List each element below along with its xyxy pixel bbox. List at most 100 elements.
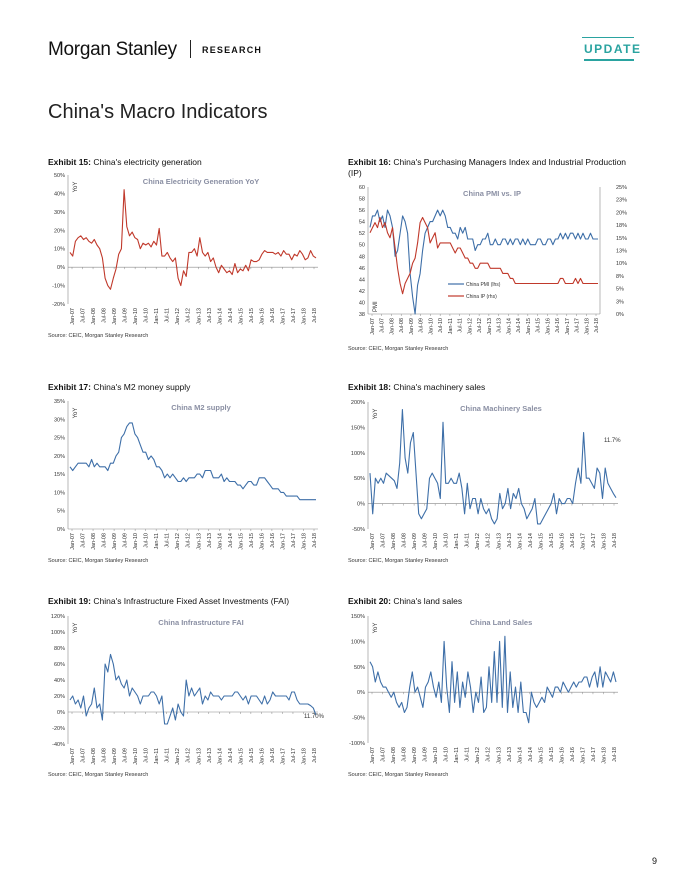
x-tick-label: Jul-16 bbox=[270, 748, 276, 763]
y-tick-label: 0% bbox=[57, 265, 65, 271]
y-axis-label: YoY bbox=[373, 409, 379, 420]
x-tick-label: Jul-11 bbox=[165, 533, 171, 548]
x-tick-label: Jan-15 bbox=[526, 318, 532, 335]
x-tick-label: Jan-09 bbox=[112, 533, 118, 550]
exhibit-source: Source: CEIC, Morgan Stanley Research bbox=[48, 333, 149, 339]
exhibit-title: Exhibit 20: China's land sales bbox=[348, 596, 463, 606]
x-tick-label: Jul-16 bbox=[570, 533, 576, 548]
chart-title: China Infrastructure FAI bbox=[158, 618, 243, 627]
y2-tick-label: 15% bbox=[616, 236, 627, 242]
x-tick-label: Jul-12 bbox=[186, 308, 192, 323]
x-tick-label: Jul-14 bbox=[228, 748, 234, 763]
exhibit-source: Source: CEIC, Morgan Stanley Research bbox=[348, 772, 449, 778]
y-tick-label: 48 bbox=[359, 254, 365, 260]
x-tick-label: Jan-18 bbox=[601, 747, 607, 764]
x-tick-label: Jul-10 bbox=[444, 747, 450, 762]
y-tick-label: 80% bbox=[54, 646, 65, 652]
update-badge-underline bbox=[584, 59, 634, 61]
x-tick-label: Jan-08 bbox=[391, 747, 397, 764]
y-tick-label: 20% bbox=[54, 454, 65, 460]
y-axis-label: YoY bbox=[73, 623, 79, 634]
x-tick-label: Jan-18 bbox=[301, 748, 307, 765]
x-tick-label: Jan-08 bbox=[91, 308, 97, 325]
y-tick-label: 100% bbox=[351, 451, 365, 457]
x-tick-label: Jan-16 bbox=[545, 318, 551, 335]
y-tick-label: -10% bbox=[52, 284, 65, 290]
x-tick-label: Jan-09 bbox=[412, 533, 418, 550]
series-line bbox=[369, 635, 617, 724]
x-tick-label: Jul-14 bbox=[528, 747, 534, 762]
x-tick-label: Jul-16 bbox=[555, 318, 561, 333]
chart-title: China Electricity Generation YoY bbox=[143, 177, 259, 186]
x-tick-label: Jan-17 bbox=[580, 533, 586, 550]
legend-label: China PMI (lhs) bbox=[466, 282, 501, 288]
x-tick-label: Jan-10 bbox=[428, 318, 434, 335]
x-tick-label: Jul-08 bbox=[102, 308, 108, 323]
x-tick-label: Jul-16 bbox=[570, 747, 576, 762]
x-tick-label: Jul-10 bbox=[438, 318, 444, 333]
brand-logo: Morgan Stanley bbox=[48, 39, 177, 60]
exhibit-source: Source: CEIC, Morgan Stanley Research bbox=[348, 558, 449, 564]
x-tick-label: Jan-18 bbox=[301, 533, 307, 550]
x-tick-label: Jul-08 bbox=[399, 318, 405, 333]
x-tick-label: Jan-15 bbox=[538, 533, 544, 550]
x-tick-label: Jul-07 bbox=[81, 748, 87, 763]
x-tick-label: Jul-11 bbox=[465, 533, 471, 548]
x-tick-label: Jan-14 bbox=[217, 748, 223, 765]
x-tick-label: Jan-15 bbox=[238, 748, 244, 765]
x-tick-label: Jan-09 bbox=[112, 308, 118, 325]
y-tick-label: -20% bbox=[52, 726, 65, 732]
x-tick-label: Jul-08 bbox=[402, 533, 408, 548]
exhibit-20: Exhibit 20: China's land sales bbox=[348, 596, 630, 607]
y2-tick-label: 13% bbox=[616, 249, 627, 255]
exhibit-15: Exhibit 15: China's electricity generati… bbox=[48, 157, 330, 168]
x-tick-label: Jan-14 bbox=[217, 308, 223, 325]
y-tick-label: 60 bbox=[359, 185, 365, 191]
x-tick-label: Jul-09 bbox=[423, 533, 429, 548]
x-tick-label: Jan-13 bbox=[196, 533, 202, 550]
x-tick-label: Jul-15 bbox=[549, 533, 555, 548]
x-tick-label: Jul-12 bbox=[477, 318, 483, 333]
x-tick-label: Jul-07 bbox=[81, 308, 87, 323]
x-tick-label: Jul-09 bbox=[123, 308, 129, 323]
x-tick-label: Jul-11 bbox=[165, 748, 171, 763]
exhibit-17: Exhibit 17: China's M2 money supply bbox=[48, 382, 330, 393]
exhibit-title: Exhibit 17: China's M2 money supply bbox=[48, 382, 191, 392]
x-tick-label: Jan-16 bbox=[559, 533, 565, 550]
x-tick-label: Jul-17 bbox=[291, 533, 297, 548]
annotation-label: 11.7% bbox=[604, 438, 621, 444]
x-tick-label: Jul-09 bbox=[123, 533, 129, 548]
x-tick-label: Jan-08 bbox=[391, 533, 397, 550]
y-tick-label: 30% bbox=[54, 210, 65, 216]
exhibit-source: Source: CEIC, Morgan Stanley Research bbox=[48, 772, 149, 778]
x-tick-label: Jan-16 bbox=[259, 308, 265, 325]
y-tick-label: 56 bbox=[359, 208, 365, 214]
exhibit-19: Exhibit 19: China's Infrastructure Fixed… bbox=[48, 596, 330, 607]
x-tick-label: Jan-10 bbox=[133, 533, 139, 550]
x-tick-label: Jan-17 bbox=[565, 318, 571, 335]
x-tick-label: Jan-11 bbox=[154, 308, 160, 324]
y-tick-label: 5% bbox=[57, 509, 65, 515]
chart-title: China Machinery Sales bbox=[460, 404, 542, 413]
y-tick-label: 150% bbox=[351, 614, 365, 620]
x-tick-label: Jul-08 bbox=[402, 747, 408, 762]
x-tick-label: Jan-09 bbox=[112, 748, 118, 765]
x-tick-label: Jan-14 bbox=[217, 533, 223, 550]
page-number: 9 bbox=[652, 856, 658, 866]
y2-tick-label: 18% bbox=[616, 223, 627, 229]
y-axis-label: YoY bbox=[373, 623, 379, 634]
series-line bbox=[69, 653, 317, 725]
y-tick-label: -100% bbox=[349, 741, 365, 747]
y-tick-label: 60% bbox=[54, 662, 65, 668]
x-tick-label: Jul-14 bbox=[528, 533, 534, 548]
y-tick-label: 100% bbox=[51, 630, 65, 636]
page-title: China's Macro Indicators bbox=[48, 101, 268, 123]
exhibit-source: Source: CEIC, Morgan Stanley Research bbox=[48, 558, 149, 564]
x-tick-label: Jul-12 bbox=[186, 533, 192, 548]
annotation-label: 11.70% bbox=[304, 714, 325, 720]
x-tick-label: Jan-18 bbox=[301, 308, 307, 325]
chart-title: China Land Sales bbox=[470, 618, 533, 627]
y2-tick-label: 0% bbox=[616, 312, 624, 318]
y2-tick-label: 10% bbox=[616, 261, 627, 267]
x-tick-label: Jul-18 bbox=[312, 533, 318, 548]
